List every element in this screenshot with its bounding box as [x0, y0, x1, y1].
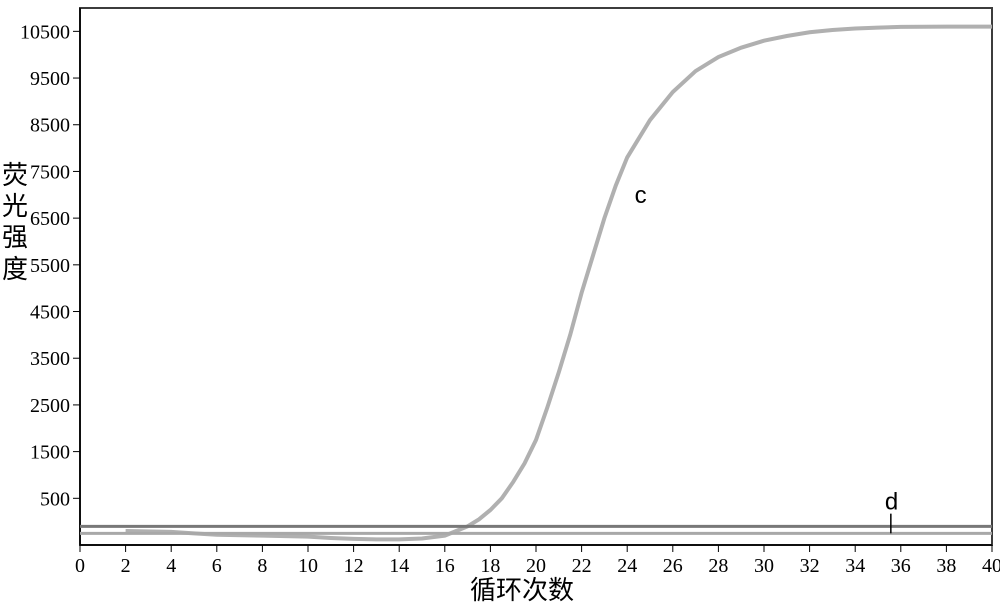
x-tick-label: 4 [166, 555, 176, 577]
x-axis-title: 循环次数 [470, 570, 574, 607]
x-tick-label: 16 [435, 555, 455, 577]
x-tick-label: 32 [800, 555, 820, 577]
y-tick-label: 6500 [30, 208, 70, 230]
x-tick-label: 26 [663, 555, 683, 577]
y-tick-label: 5500 [30, 255, 70, 277]
x-tick-label: 36 [891, 555, 911, 577]
plot-border [80, 8, 992, 545]
y-tick-label: 8500 [30, 115, 70, 137]
x-tick-label: 0 [75, 555, 85, 577]
x-tick-label: 2 [121, 555, 131, 577]
y-tick-label: 500 [40, 488, 70, 510]
y-tick-label: 9500 [30, 68, 70, 90]
x-tick-label: 34 [845, 555, 865, 577]
x-tick-label: 6 [212, 555, 222, 577]
x-tick-label: 24 [617, 555, 637, 577]
series-c [126, 27, 992, 540]
x-tick-label: 40 [982, 555, 1000, 577]
x-tick-label: 22 [572, 555, 592, 577]
x-tick-label: 30 [754, 555, 774, 577]
x-tick-label: 8 [257, 555, 267, 577]
x-tick-label: 28 [708, 555, 728, 577]
y-tick-label: 4500 [30, 302, 70, 324]
x-tick-label: 12 [344, 555, 364, 577]
x-tick-label: 14 [389, 555, 409, 577]
y-tick-label: 7500 [30, 161, 70, 183]
y-tick-label: 10500 [20, 21, 70, 43]
y-tick-label: 2500 [30, 395, 70, 417]
y-axis-title: 荧光强度 [0, 160, 30, 285]
x-tick-label: 38 [936, 555, 956, 577]
annotation-c: c [635, 182, 647, 209]
x-tick-label: 10 [298, 555, 318, 577]
y-tick-label: 1500 [30, 442, 70, 464]
annotation-d: d [885, 489, 898, 516]
y-tick-label: 3500 [30, 348, 70, 370]
